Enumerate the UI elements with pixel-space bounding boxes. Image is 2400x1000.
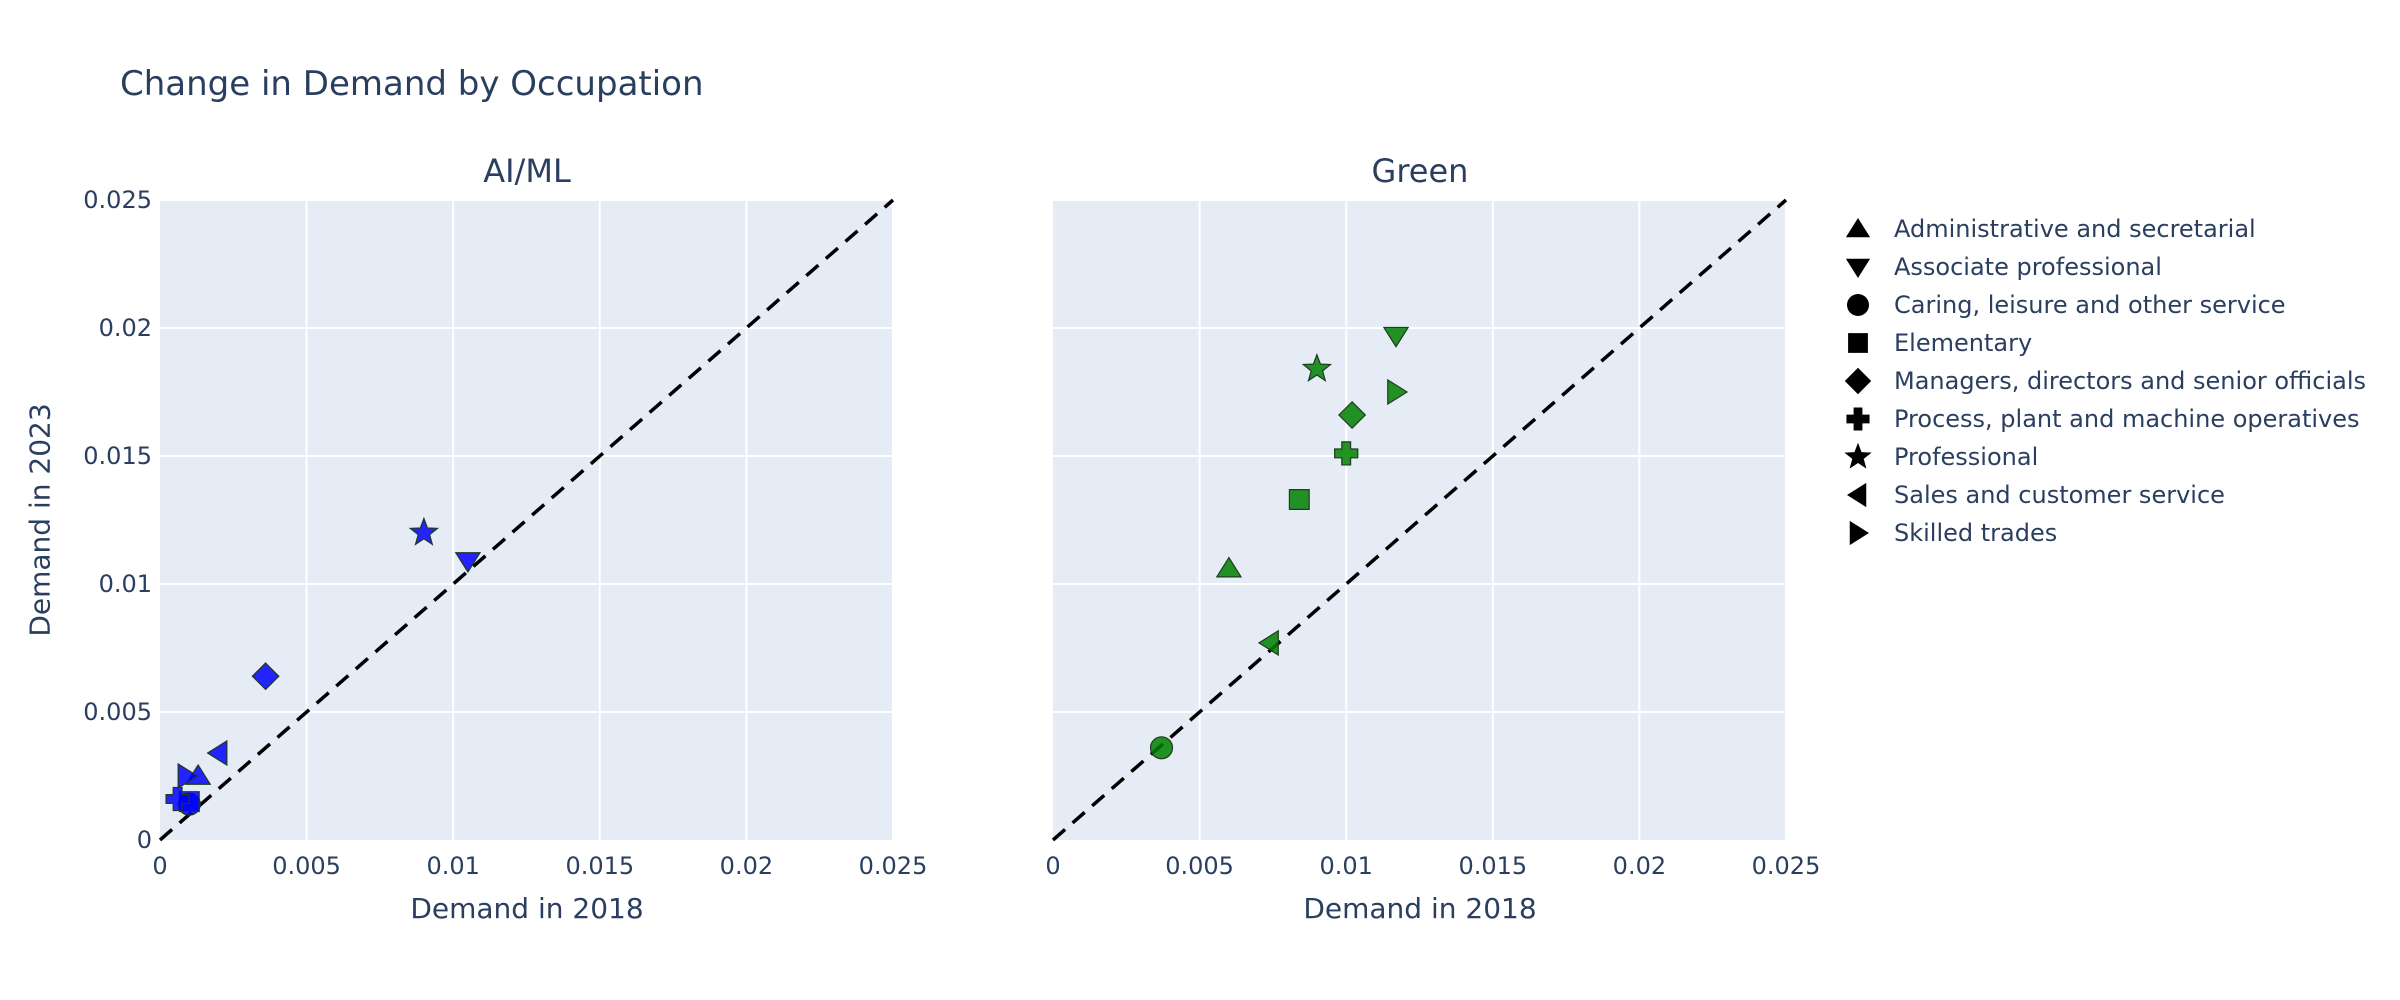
legend[interactable]: Administrative and secretarial Associate … — [1840, 210, 2366, 552]
data-point — [1387, 378, 1409, 406]
triangle-left-icon — [1847, 482, 1867, 508]
data-point — [454, 552, 482, 574]
x-axis-label-green: Demand in 2018 — [1303, 892, 1537, 925]
y-tick-label: 0.02 — [99, 314, 152, 342]
x-tick-label: 0.02 — [1613, 852, 1666, 880]
x-tick-label: 0.025 — [859, 852, 928, 880]
legend-item[interactable]: Process, plant and machine operatives — [1840, 400, 2366, 438]
x-tick-label: 0.025 — [1752, 852, 1821, 880]
data-point — [1301, 352, 1333, 382]
x-tick-label: 0 — [152, 852, 167, 880]
x-tick-label: 0.015 — [565, 852, 634, 880]
triangle-down-icon — [1845, 258, 1871, 278]
data-point — [251, 662, 280, 691]
legend-label: Process, plant and machine operatives — [1894, 405, 2360, 433]
data-point — [1149, 736, 1174, 760]
legend-label: Administrative and secretarial — [1894, 215, 2256, 243]
reference-line-y-equals-x — [158, 198, 895, 842]
legend-label: Professional — [1894, 443, 2039, 471]
triangle-up-icon — [1845, 218, 1871, 238]
legend-label: Associate professional — [1894, 253, 2162, 281]
diamond-icon — [1844, 367, 1872, 395]
data-point — [206, 739, 228, 767]
triangle-right-icon — [1849, 520, 1869, 546]
data-point — [165, 786, 190, 812]
legend-label: Managers, directors and senior officials — [1894, 367, 2366, 395]
legend-label: Skilled trades — [1894, 519, 2058, 547]
legend-item[interactable]: Associate professional — [1840, 248, 2366, 286]
x-tick-label: 0.02 — [720, 852, 773, 880]
data-point — [1382, 326, 1410, 348]
data-point — [408, 516, 440, 546]
y-tick-label: 0.01 — [99, 570, 152, 598]
legend-item[interactable]: Caring, leisure and other service — [1840, 286, 2366, 324]
data-point — [1338, 400, 1367, 430]
x-tick-label: 0.005 — [272, 852, 341, 880]
square-icon — [1848, 333, 1868, 353]
data-point — [1288, 489, 1310, 510]
reference-line-y-equals-x — [1051, 198, 1788, 842]
data-point — [1215, 556, 1243, 578]
x-tick-label: 0.01 — [1319, 852, 1372, 880]
y-tick-label: 0.025 — [83, 186, 152, 214]
legend-item[interactable]: Elementary — [1840, 324, 2366, 362]
legend-label: Elementary — [1894, 329, 2033, 357]
subplot-title-ai-ml: AI/ML — [483, 152, 571, 190]
legend-item[interactable]: Professional — [1840, 438, 2366, 476]
legend-item[interactable]: Managers, directors and senior officials — [1840, 362, 2366, 400]
circle-icon — [1847, 294, 1869, 316]
data-point — [177, 762, 199, 790]
x-tick-label: 0.01 — [426, 852, 479, 880]
legend-item[interactable]: Skilled trades — [1840, 514, 2366, 552]
y-tick-label: 0.005 — [83, 698, 152, 726]
x-tick-label: 0.015 — [1458, 852, 1527, 880]
cross-icon — [1846, 407, 1870, 431]
subplot-title-green: Green — [1371, 152, 1469, 190]
y-tick-label: 0.015 — [83, 442, 152, 470]
legend-item[interactable]: Sales and customer service — [1840, 476, 2366, 514]
x-tick-label: 0.005 — [1165, 852, 1234, 880]
legend-label: Sales and customer service — [1894, 481, 2225, 509]
data-point — [1257, 629, 1279, 657]
y-tick-label: 0 — [137, 826, 152, 854]
x-tick-label: 0 — [1045, 852, 1060, 880]
x-axis-label-ai-ml: Demand in 2018 — [410, 892, 644, 925]
legend-item[interactable]: Administrative and secretarial — [1840, 210, 2366, 248]
data-point — [1334, 441, 1359, 466]
legend-label: Caring, leisure and other service — [1894, 291, 2286, 319]
star-icon — [1844, 442, 1872, 469]
chart-title: Change in Demand by Occupation — [120, 64, 704, 104]
